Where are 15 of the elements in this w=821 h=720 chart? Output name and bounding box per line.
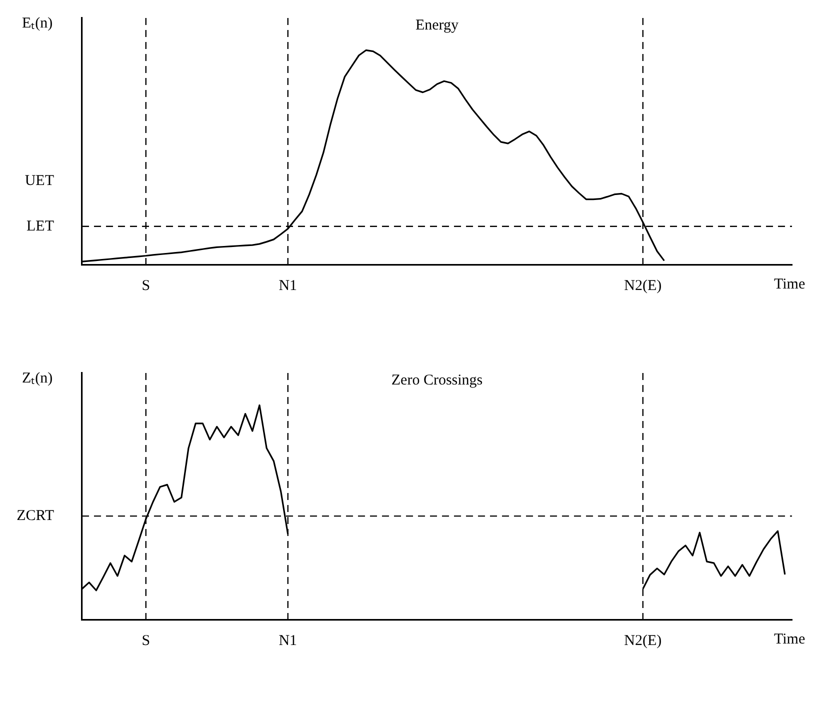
y-axis-title: Eₜ(n)	[22, 15, 53, 32]
x-tick-label: N1	[278, 632, 298, 649]
x-axis-title: Time	[774, 276, 806, 292]
x-tick-label: N2(E)	[624, 278, 662, 294]
x-tick-label: N1	[278, 278, 298, 294]
chart-title: Zero Crossings	[391, 372, 483, 388]
text: UET	[24, 172, 54, 189]
y-axis-title: Zₜ(n)	[22, 370, 53, 386]
ref-line-label: ZCRT	[16, 508, 54, 524]
x-tick-label: S	[142, 278, 150, 294]
x-tick-label: S	[142, 632, 150, 649]
x-axis-title: Time	[774, 631, 806, 648]
x-tick-label: N2(E)	[624, 632, 662, 649]
ref-line-label: LET	[26, 218, 54, 234]
chart-title: Energy	[415, 17, 460, 34]
